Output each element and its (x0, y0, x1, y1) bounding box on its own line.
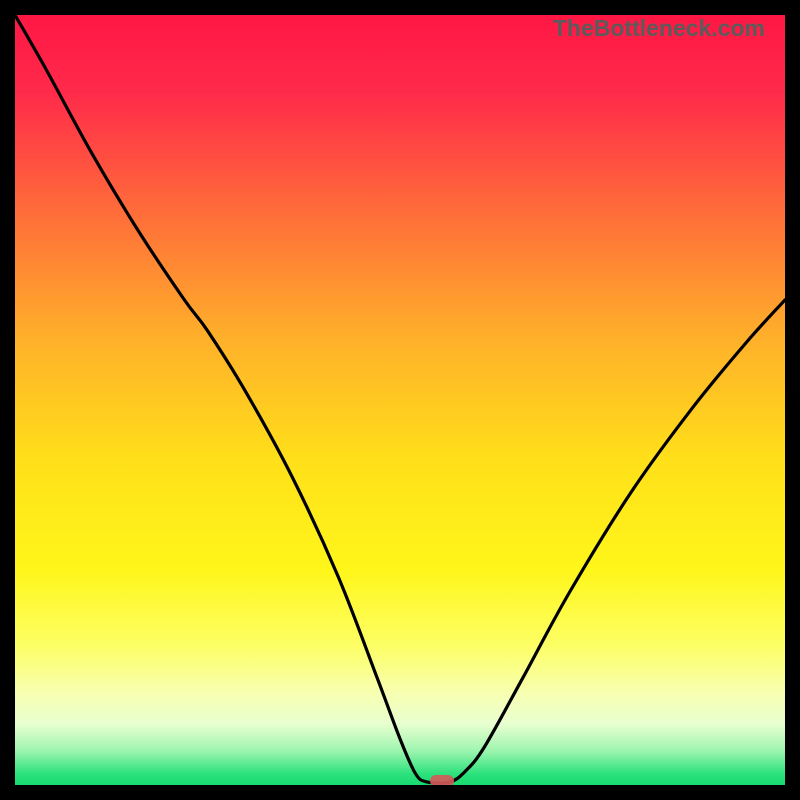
optimal-point-marker (430, 775, 454, 785)
watermark-label: TheBottleneck.com (553, 15, 765, 42)
bottleneck-curve (15, 15, 785, 785)
plot-area: TheBottleneck.com (15, 15, 785, 785)
curve-path (15, 15, 785, 783)
